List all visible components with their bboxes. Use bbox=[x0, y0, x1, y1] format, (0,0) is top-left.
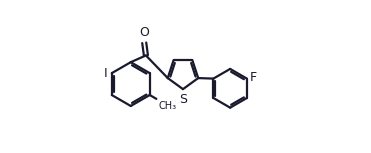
Text: I: I bbox=[104, 67, 108, 80]
Text: CH₃: CH₃ bbox=[158, 101, 176, 111]
Text: S: S bbox=[179, 93, 187, 106]
Text: F: F bbox=[250, 71, 257, 84]
Text: O: O bbox=[139, 26, 149, 39]
